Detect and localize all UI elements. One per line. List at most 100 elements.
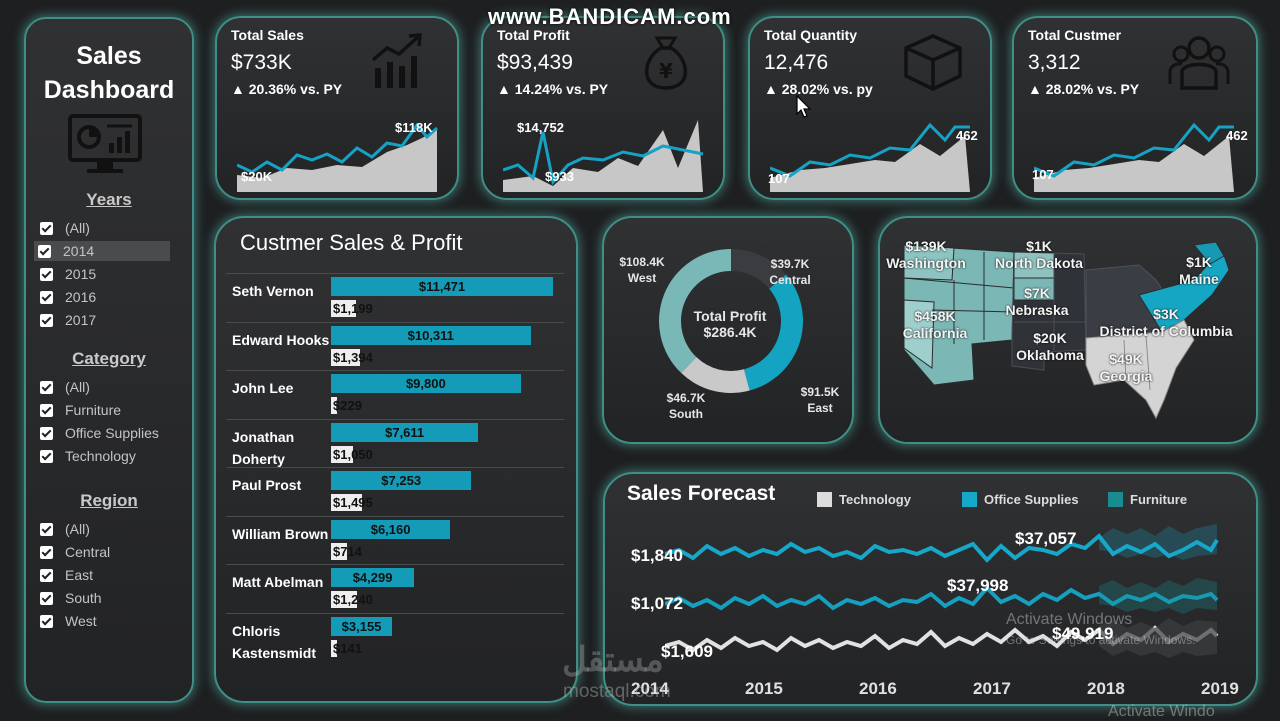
customer-name: Jonathan Doherty: [232, 428, 295, 467]
profit-bar[interactable]: $1,199: [331, 300, 373, 317]
legend-swatch: [1108, 492, 1123, 507]
forecast-year-tick: 2014: [631, 679, 669, 698]
activate-windows-subtitle: Go to Settings to activate Windows.: [1006, 633, 1196, 647]
checkbox[interactable]: [40, 568, 53, 582]
checkbox[interactable]: [40, 545, 53, 559]
profit-bar[interactable]: $1,240: [331, 591, 373, 608]
kpi-card-total-customer[interactable]: Total Custmer 3,312 ▲ 28.02% vs. PY 107 …: [1012, 16, 1258, 200]
us-states-map[interactable]: [894, 240, 1234, 425]
donut-slice-west[interactable]: [659, 249, 731, 374]
legend-furniture[interactable]: Furniture: [1108, 492, 1187, 507]
profit-by-region-donut-panel: Total Profit $286.4K $108.4K West $39.7K C…: [602, 216, 854, 444]
profit-bar[interactable]: $1,394: [331, 348, 373, 366]
sales-bar[interactable]: $7,253: [331, 471, 472, 490]
forecast-year-tick: 2018: [1087, 679, 1125, 698]
map-label-maine: $1K Maine: [1179, 254, 1219, 287]
filter-sidebar: Sales Dashboard Years (All) 2014 2015 2016 2…: [24, 17, 194, 703]
checkbox[interactable]: [40, 426, 53, 440]
sales-bar[interactable]: $6,160: [331, 519, 451, 539]
kpi-card-total-quantity[interactable]: Total Quantity 12,476 ▲ 28.02% vs. py 10…: [748, 16, 992, 200]
kpi-card-total-sales[interactable]: Total Sales $733K ▲ 20.36% vs. PY $20K $…: [215, 16, 459, 200]
profit-bar[interactable]: $229: [331, 397, 362, 414]
filter-region-east[interactable]: East: [40, 565, 93, 585]
filter-region-south[interactable]: South: [40, 588, 102, 608]
forecast-label-start-top: $1,840: [631, 546, 683, 565]
checkbox[interactable]: [40, 449, 53, 463]
profit-min-label: $933: [545, 169, 574, 184]
mostaql-logo: مستقل: [562, 641, 664, 679]
customer-row[interactable]: Seth Vernon $11,471 $1,199: [226, 273, 564, 322]
legend-office-supplies[interactable]: Office Supplies: [962, 492, 1079, 507]
checkbox[interactable]: [40, 522, 53, 536]
filter-label: South: [65, 590, 102, 606]
donut-center-title: Total Profit: [693, 308, 767, 324]
filter-years-all[interactable]: (All): [40, 218, 90, 238]
map-label-washington: $139K Washington: [886, 238, 966, 271]
legend-swatch: [962, 492, 977, 507]
customer-name: Chloris Kastensmidt: [232, 622, 317, 661]
sales-bar[interactable]: $9,800: [331, 374, 521, 393]
filter-category-all[interactable]: (All): [40, 377, 90, 397]
growth-chart-icon: [371, 33, 422, 88]
forecast-year-tick: 2019: [1201, 679, 1239, 698]
donut-slice-central[interactable]: [731, 249, 787, 289]
forecast-year-tick: 2016: [859, 679, 897, 698]
profit-donut-chart[interactable]: [646, 236, 816, 406]
checkbox[interactable]: [38, 244, 51, 258]
customer-name: John Lee: [232, 380, 294, 396]
sales-bar[interactable]: $3,155: [331, 616, 393, 636]
map-label-district-of-columbia: $3K District of Columbia: [1099, 306, 1233, 339]
forecast-title: Sales Forecast: [627, 482, 776, 505]
filter-years-2015[interactable]: 2015: [40, 264, 96, 284]
quantity-sparkline: [770, 122, 970, 192]
kpi-card-total-profit[interactable]: Total Profit $93,439 ▲ 14.24% vs. PY ¥ $…: [481, 16, 725, 200]
checkbox[interactable]: [40, 403, 53, 417]
donut-label-central: $39.7K Central: [769, 257, 811, 287]
checkbox[interactable]: [40, 591, 53, 605]
legend-technology[interactable]: Technology: [817, 492, 911, 507]
filter-label: West: [65, 613, 97, 629]
kpi-delta: ▲ 14.24% vs. PY: [497, 81, 609, 97]
checkbox[interactable]: [40, 614, 53, 628]
checkbox[interactable]: [40, 313, 53, 327]
customer-sparkline: [1034, 122, 1234, 192]
filter-years-2017[interactable]: 2017: [40, 310, 96, 330]
customer-sales-profit-panel: Custmer Sales & Profit Seth Vernon $11,47…: [214, 216, 578, 703]
filter-region-central[interactable]: Central: [40, 542, 110, 562]
sales-forecast-panel: Sales Forecast Technology Office Supplie…: [603, 472, 1258, 706]
donut-slice-east[interactable]: [743, 274, 803, 391]
checkbox[interactable]: [40, 267, 53, 281]
dashboard-title-line1: Sales: [76, 42, 142, 70]
filter-years-2014[interactable]: 2014: [34, 241, 170, 261]
sales-bar[interactable]: $7,611: [331, 422, 479, 442]
forecast-line-chart[interactable]: [665, 514, 1225, 679]
profit-bar[interactable]: $1,050: [331, 445, 373, 463]
customer-row[interactable]: Edward Hooks $10,311 $1,394: [226, 321, 564, 371]
profit-bar[interactable]: $1,495: [331, 494, 373, 511]
kpi-delta: ▲ 28.02% vs. py: [764, 81, 873, 97]
filter-region-west[interactable]: West: [40, 611, 97, 631]
checkbox[interactable]: [40, 221, 53, 235]
kpi-value: $733K: [231, 51, 292, 74]
filter-region-all[interactable]: (All): [40, 519, 90, 539]
checkbox[interactable]: [40, 290, 53, 304]
profit-bar[interactable]: $141: [331, 639, 362, 657]
sales-bar[interactable]: $4,299: [331, 568, 415, 587]
filter-category-furniture[interactable]: Furniture: [40, 400, 121, 420]
bandicam-watermark: www.BANDICAM.com: [488, 4, 732, 29]
customer-row[interactable]: Matt Abelman $4,299 $1,240: [226, 564, 564, 613]
profit-bar[interactable]: $714: [331, 542, 362, 560]
filter-years-2016[interactable]: 2016: [40, 287, 96, 307]
sales-bar[interactable]: $10,311: [331, 325, 531, 345]
filter-label: (All): [65, 379, 90, 395]
customer-row[interactable]: Paul Prost $7,253 $1,495: [226, 467, 564, 516]
customer-row[interactable]: William Brown $6,160 $714: [226, 515, 564, 565]
customer-row[interactable]: Chloris Kastensmidt $3,155 $141: [226, 612, 564, 662]
customer-row[interactable]: Jonathan Doherty $7,611 $1,050: [226, 418, 564, 468]
checkbox[interactable]: [40, 380, 53, 394]
sales-bar[interactable]: $11,471: [331, 277, 553, 296]
filter-category-technology[interactable]: Technology: [40, 446, 136, 466]
filter-category-office-supplies[interactable]: Office Supplies: [40, 423, 159, 443]
customer-row[interactable]: John Lee $9,800 $229: [226, 370, 564, 419]
donut-slice-south[interactable]: [681, 357, 750, 393]
